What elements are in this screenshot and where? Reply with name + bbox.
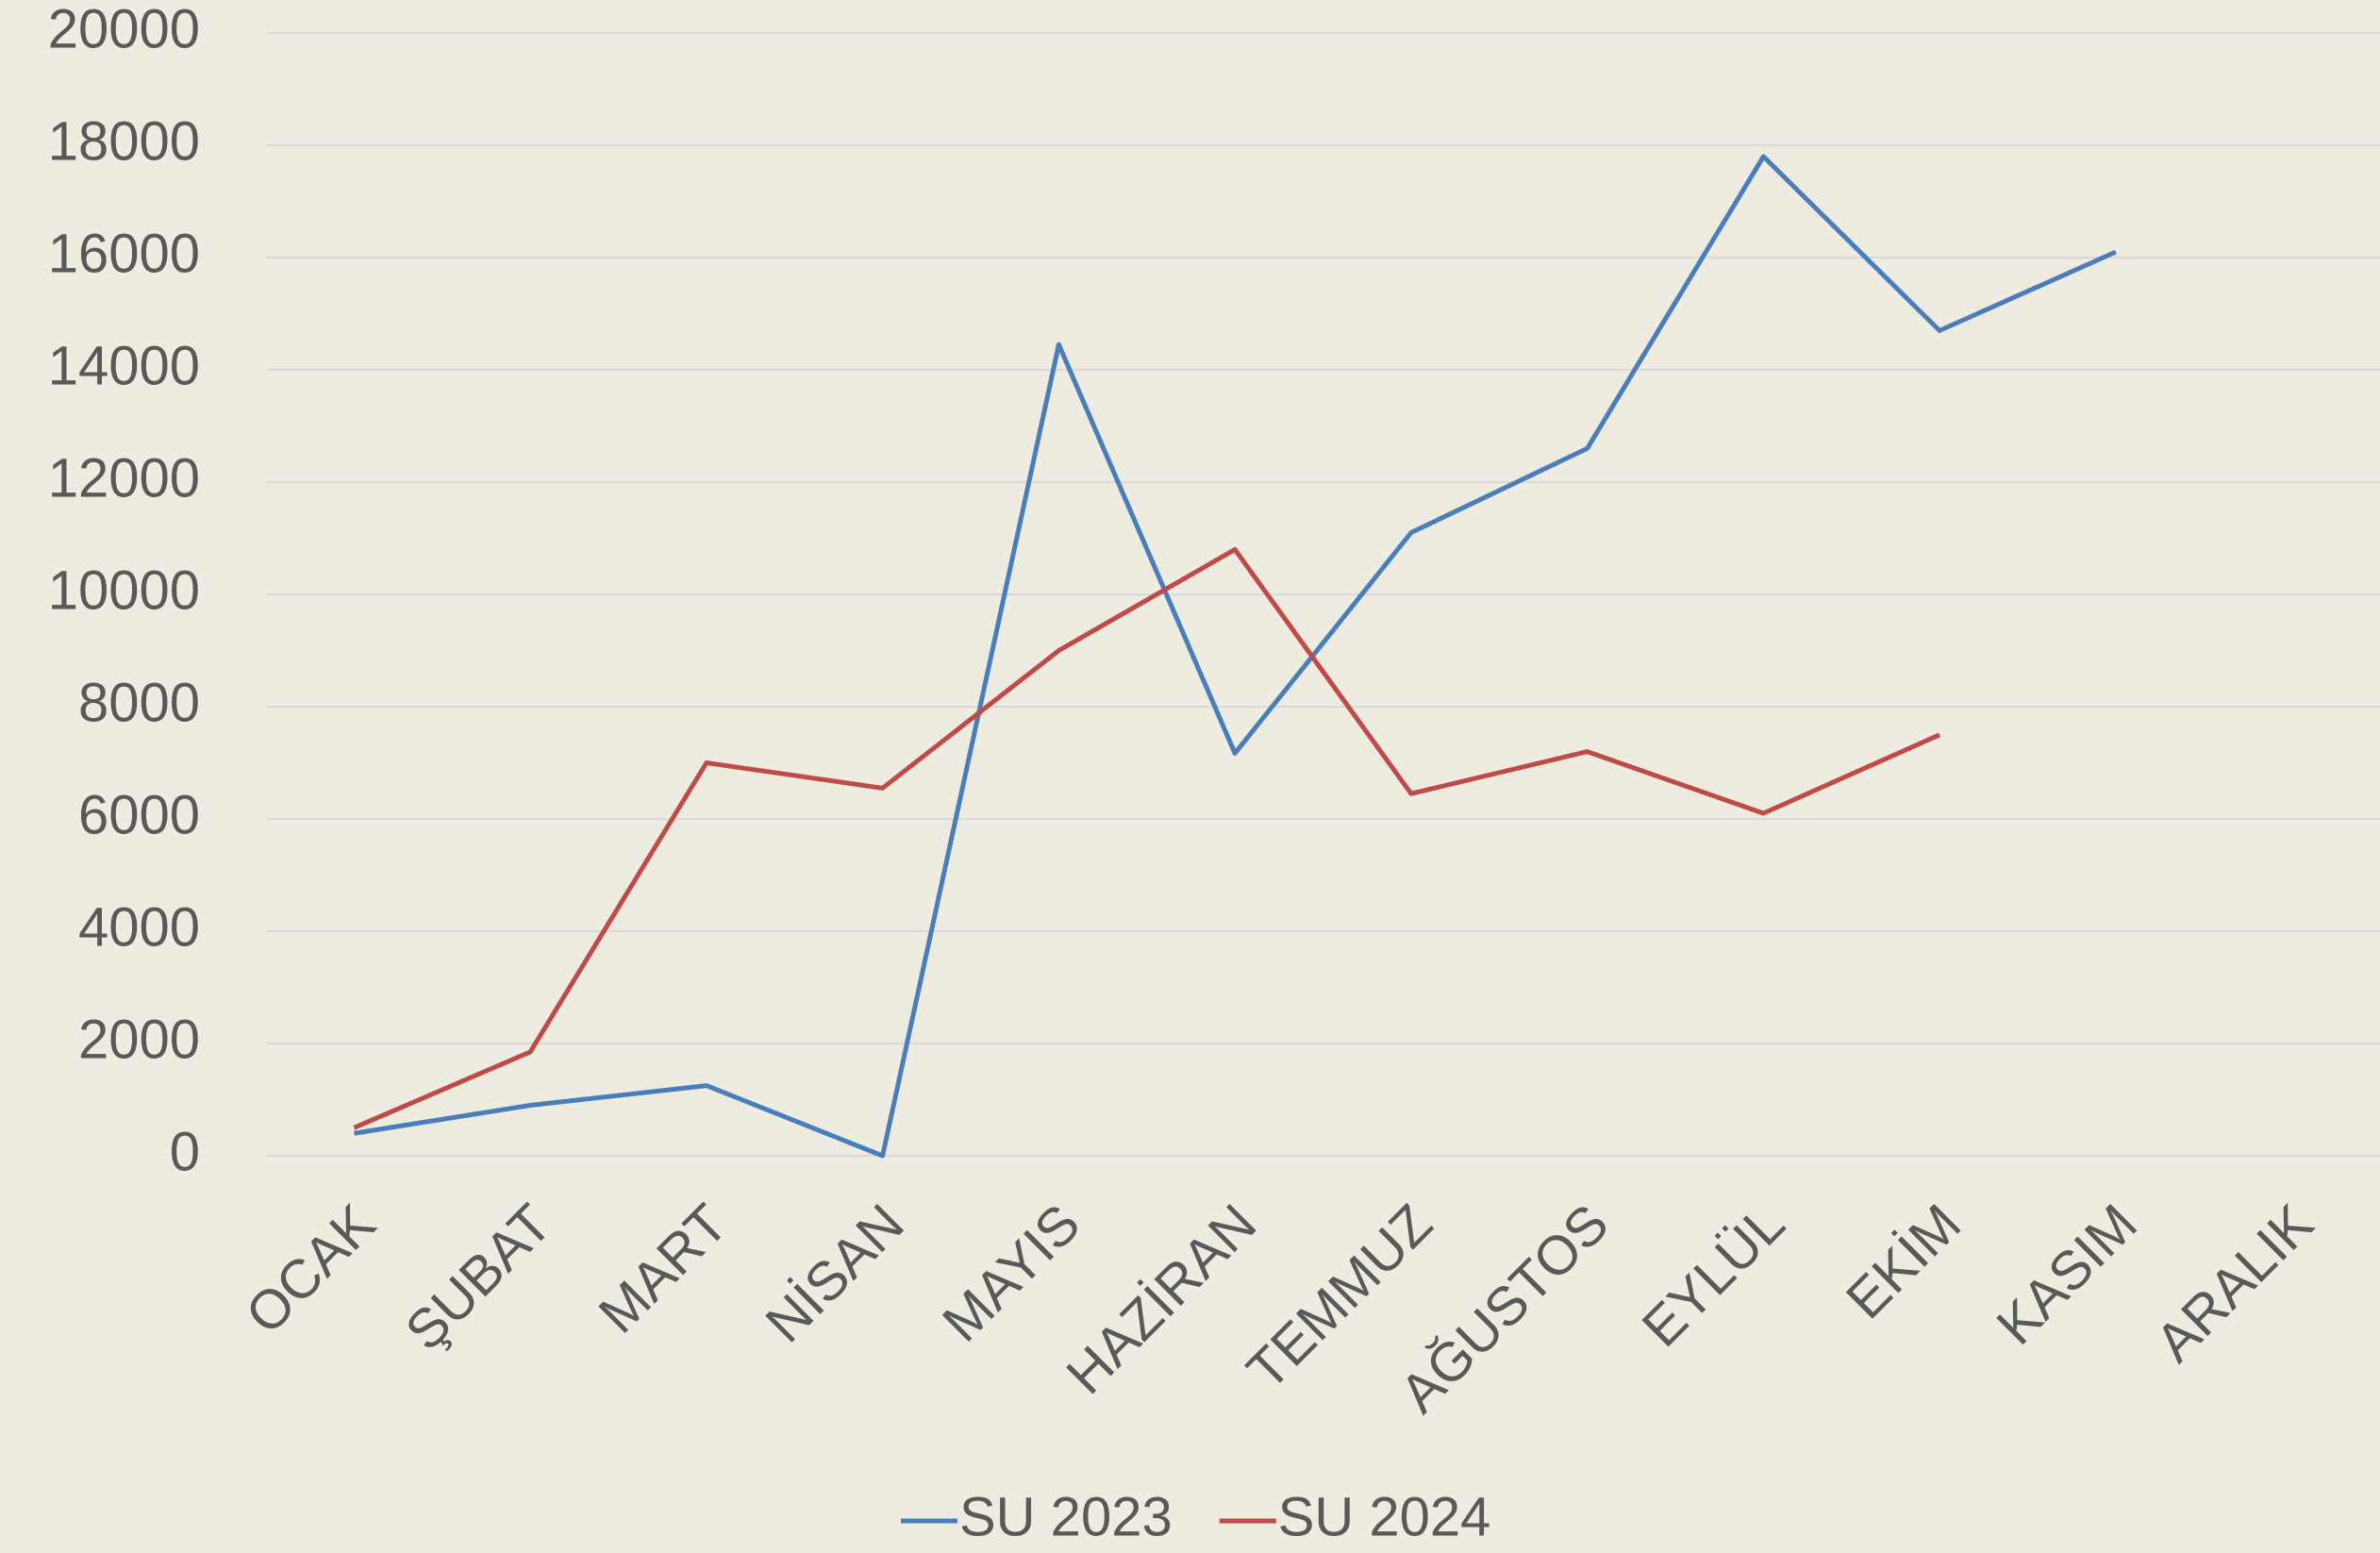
y-tick-label: 14000 — [48, 335, 200, 396]
legend-label: SU 2024 — [1278, 1486, 1491, 1547]
series-line — [353, 546, 1941, 1130]
y-tick-label: 10000 — [48, 559, 200, 621]
y-tick-label: 2000 — [78, 1009, 200, 1070]
y-tick-label: 16000 — [48, 223, 200, 284]
legend-label: SU 2023 — [959, 1486, 1173, 1547]
y-tick-label: 20000 — [48, 0, 200, 59]
y-tick-label: 0 — [170, 1121, 200, 1182]
y-tick-label: 4000 — [78, 896, 200, 958]
series-line — [354, 154, 2117, 1159]
y-tick-label: 8000 — [78, 672, 200, 733]
y-tick-label: 18000 — [48, 110, 200, 172]
y-tick-label: 12000 — [48, 447, 200, 509]
y-tick-label: 6000 — [78, 784, 200, 845]
